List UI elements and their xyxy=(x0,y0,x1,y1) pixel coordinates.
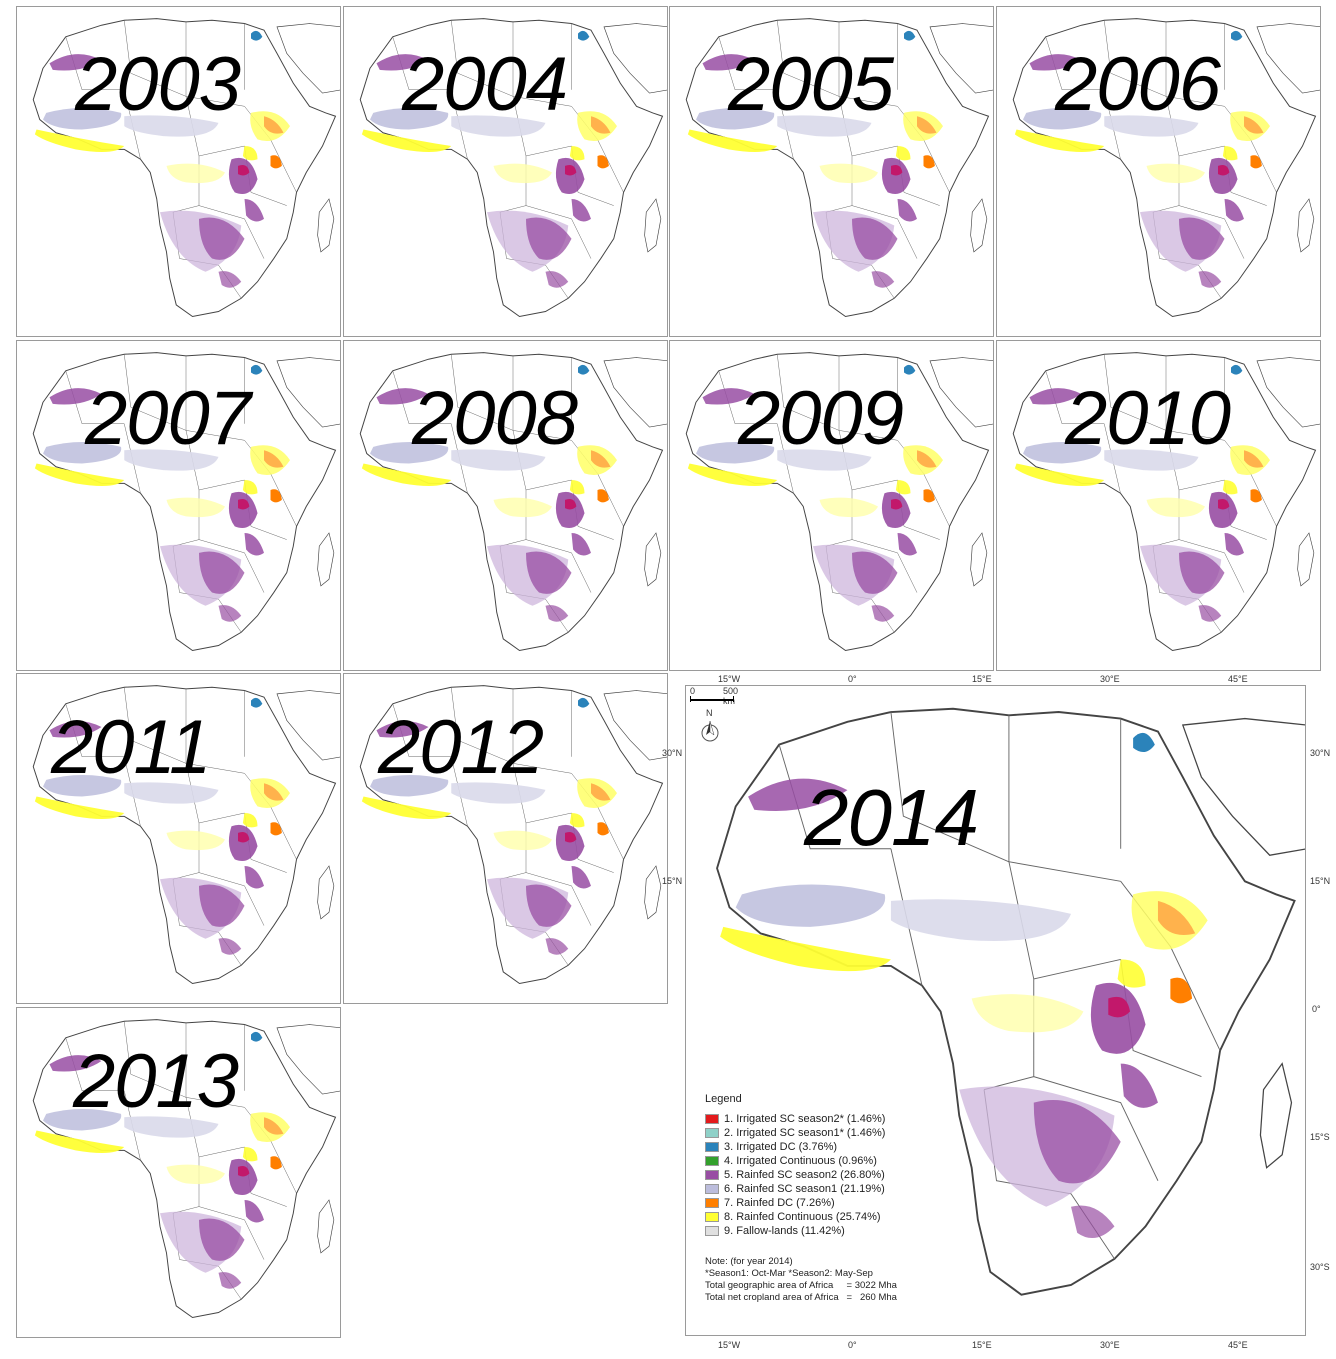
year-label: 2006 xyxy=(1055,42,1221,127)
legend-swatch xyxy=(705,1156,719,1166)
lon-label-top: 45°E xyxy=(1228,674,1248,684)
note-line: *Season1: Oct-Mar *Season2: May-Sep xyxy=(705,1268,873,1279)
year-label: 2009 xyxy=(738,376,904,461)
note-line: Total geographic area of Africa = 3022 M… xyxy=(705,1280,897,1291)
legend-swatch xyxy=(705,1212,719,1222)
legend-swatch xyxy=(705,1184,719,1194)
map-panel-2014: 2014 xyxy=(685,685,1306,1336)
year-label: 2008 xyxy=(412,376,578,461)
map-panel-2010: 2010 xyxy=(996,340,1321,671)
year-label: 2011 xyxy=(51,705,211,790)
lon-label-bottom: 15°W xyxy=(718,1340,741,1350)
note-line: Note: (for year 2014) xyxy=(705,1256,793,1267)
year-label: 2014 xyxy=(804,773,979,862)
map-panel-2003: 2003 xyxy=(16,6,341,337)
africa-map xyxy=(716,707,1305,1296)
lon-label-bottom: 45°E xyxy=(1228,1340,1248,1350)
map-panel-2004: 2004 xyxy=(343,6,668,337)
legend-swatch xyxy=(705,1226,719,1236)
lat-label-right: 15°S xyxy=(1310,1132,1330,1142)
year-label: 2012 xyxy=(378,705,544,790)
legend-label: 6. Rainfed SC season1 (21.19%) xyxy=(724,1183,885,1195)
year-label: 2013 xyxy=(73,1039,239,1124)
legend-swatch xyxy=(705,1128,719,1138)
lat-label-right: 30°N xyxy=(1310,748,1331,758)
lat-label-right: 15°N xyxy=(1310,876,1331,886)
map-panel-2012: 2012 xyxy=(343,673,668,1004)
legend-label: 8. Rainfed Continuous (25.74%) xyxy=(724,1211,881,1223)
legend-item: 2. Irrigated SC season1* (1.46%) xyxy=(705,1126,885,1140)
map-legend: Legend 1. Irrigated SC season2* (1.46%) 2… xyxy=(705,1093,885,1238)
lon-label-top: 30°E xyxy=(1100,674,1120,684)
legend-item: 1. Irrigated SC season2* (1.46%) xyxy=(705,1112,885,1126)
lon-label-top: 15°W xyxy=(718,674,741,684)
year-label: 2004 xyxy=(402,42,568,127)
lon-label-top: 0° xyxy=(848,674,857,684)
lon-label-bottom: 30°E xyxy=(1100,1340,1120,1350)
legend-swatch xyxy=(705,1142,719,1152)
lat-label-right: 30°S xyxy=(1310,1262,1330,1272)
legend-item: 7. Rainfed DC (7.26%) xyxy=(705,1196,885,1210)
year-label: 2007 xyxy=(85,376,251,461)
north-label: N xyxy=(706,708,713,718)
lat-label-left: 30°N xyxy=(662,748,683,758)
map-panel-2008: 2008 xyxy=(343,340,668,671)
lon-label-bottom: 15°E xyxy=(972,1340,992,1350)
map-panel-2009: 2009 xyxy=(669,340,994,671)
legend-swatch xyxy=(705,1170,719,1180)
scale-end-label: 500 km xyxy=(723,686,739,706)
map-panel-2007: 2007 xyxy=(16,340,341,671)
legend-item: 8. Rainfed Continuous (25.74%) xyxy=(705,1210,885,1224)
note-line: Total net cropland area of Africa = 260 … xyxy=(705,1292,897,1303)
lat-label-right: 0° xyxy=(1312,1004,1321,1014)
year-label: 2003 xyxy=(75,42,241,127)
legend-swatch xyxy=(705,1198,719,1208)
legend-label: 1. Irrigated SC season2* (1.46%) xyxy=(724,1113,886,1125)
legend-label: 4. Irrigated Continuous (0.96%) xyxy=(724,1155,877,1167)
legend-label: 3. Irrigated DC (3.76%) xyxy=(724,1141,838,1153)
lon-label-bottom: 0° xyxy=(848,1340,857,1350)
legend-label: 9. Fallow-lands (11.42%) xyxy=(724,1225,845,1237)
legend-item: 9. Fallow-lands (11.42%) xyxy=(705,1224,885,1238)
scale-bar: 0 500 km xyxy=(690,686,750,708)
legend-item: 3. Irrigated DC (3.76%) xyxy=(705,1140,885,1154)
year-label: 2010 xyxy=(1065,376,1231,461)
legend-label: 2. Irrigated SC season1* (1.46%) xyxy=(724,1127,886,1139)
map-panel-2005: 2005 xyxy=(669,6,994,337)
map-panel-2013: 2013 xyxy=(16,1007,341,1338)
legend-items: 1. Irrigated SC season2* (1.46%) 2. Irrig… xyxy=(705,1112,885,1238)
legend-label: 5. Rainfed SC season2 (26.80%) xyxy=(724,1169,885,1181)
legend-item: 4. Irrigated Continuous (0.96%) xyxy=(705,1154,885,1168)
legend-label: 7. Rainfed DC (7.26%) xyxy=(724,1197,835,1209)
lat-label-left: 15°N xyxy=(662,876,683,886)
north-arrow-icon: N xyxy=(698,708,722,748)
lon-label-top: 15°E xyxy=(972,674,992,684)
legend-title: Legend xyxy=(705,1093,742,1105)
scale-start-label: 0 xyxy=(690,686,696,696)
year-label: 2005 xyxy=(728,42,894,127)
legend-item: 5. Rainfed SC season2 (26.80%) xyxy=(705,1168,885,1182)
legend-item: 6. Rainfed SC season1 (21.19%) xyxy=(705,1182,885,1196)
map-panel-2006: 2006 xyxy=(996,6,1321,337)
map-panel-2011: 2011 xyxy=(16,673,341,1004)
map-notes: Note: (for year 2014) *Season1: Oct-Mar … xyxy=(705,1256,897,1304)
legend-swatch xyxy=(705,1114,719,1124)
